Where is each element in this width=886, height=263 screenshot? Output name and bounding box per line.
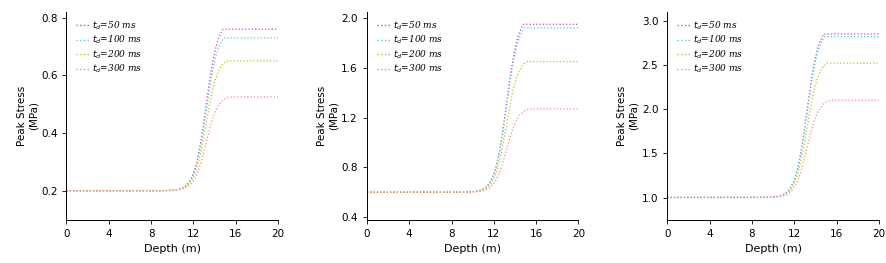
Legend: $t_d$=50 ms, $t_d$=100 ms, $t_d$=200 ms, $t_d$=300 ms: $t_d$=50 ms, $t_d$=100 ms, $t_d$=200 ms,… [676,18,744,76]
X-axis label: Depth (m): Depth (m) [744,244,802,254]
X-axis label: Depth (m): Depth (m) [144,244,201,254]
X-axis label: Depth (m): Depth (m) [444,244,501,254]
Legend: $t_d$=50 ms, $t_d$=100 ms, $t_d$=200 ms, $t_d$=300 ms: $t_d$=50 ms, $t_d$=100 ms, $t_d$=200 ms,… [75,18,144,76]
Y-axis label: Peak Stress
(MPa): Peak Stress (MPa) [317,85,338,146]
Y-axis label: Peak Stress
(MPa): Peak Stress (MPa) [17,85,38,146]
Y-axis label: Peak Stress
(MPa): Peak Stress (MPa) [618,85,639,146]
Legend: $t_d$=50 ms, $t_d$=100 ms, $t_d$=200 ms, $t_d$=300 ms: $t_d$=50 ms, $t_d$=100 ms, $t_d$=200 ms,… [376,18,444,76]
